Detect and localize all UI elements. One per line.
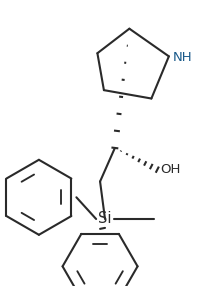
Text: Si: Si — [98, 211, 112, 226]
Text: OH: OH — [160, 163, 181, 176]
Text: NH: NH — [173, 51, 192, 64]
